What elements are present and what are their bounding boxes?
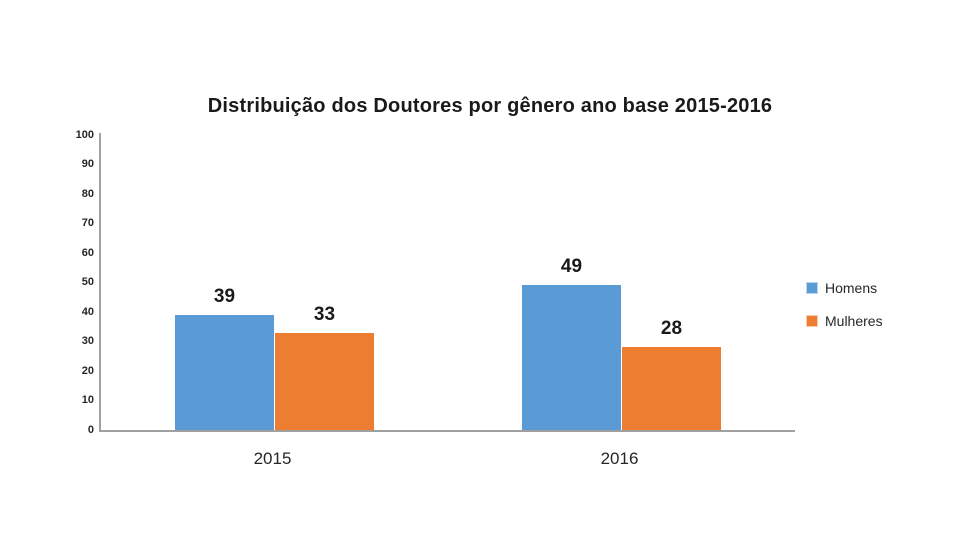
bar-value-mulheres-2015: 33 [313,304,336,325]
x-label-2015: 2015 [253,449,292,468]
y-tick-30: 30 [81,335,94,347]
bar-value-homens-2016: 49 [560,256,583,277]
y-tick-0: 0 [87,424,94,436]
legend-label-homens: Homens [825,280,878,296]
legend-item-homens: Homens [806,280,883,296]
y-tick-60: 60 [81,247,94,259]
y-tick-20: 20 [81,365,94,377]
legend-item-mulheres: Mulheres [806,313,883,329]
chart-legend: Homens Mulheres [806,280,883,347]
bar-homens-2016 [522,285,621,430]
x-label-2016: 2016 [600,449,639,468]
y-tick-80: 80 [81,188,94,200]
y-axis-labels: 0 10 20 30 40 50 60 70 80 90 100 [52,129,94,436]
legend-swatch-homens-icon [806,282,818,294]
x-axis-labels: 2015 2016 [0,449,960,473]
bar-mulheres-2015 [275,333,374,430]
plot-area: 39 49 33 28 [99,133,795,432]
y-tick-50: 50 [81,276,94,288]
chart-title: Distribuição dos Doutores por gênero ano… [207,95,773,117]
bar-mulheres-2016 [622,347,721,430]
legend-label-mulheres: Mulheres [825,313,883,329]
y-tick-70: 70 [81,217,94,229]
y-tick-100: 100 [75,129,94,141]
bar-homens-2015 [175,315,274,430]
bar-value-homens-2015: 39 [213,286,236,307]
y-tick-90: 90 [81,158,94,170]
bar-value-mulheres-2016: 28 [660,318,683,339]
y-tick-40: 40 [81,306,94,318]
legend-swatch-mulheres-icon [806,315,818,327]
y-tick-10: 10 [81,394,94,406]
